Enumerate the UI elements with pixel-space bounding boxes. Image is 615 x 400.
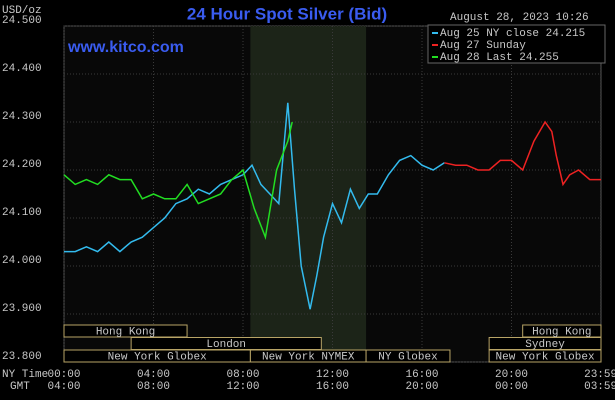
session-box bbox=[365, 349, 451, 363]
x-tick-label-gmt: 00:00 bbox=[495, 381, 528, 393]
y-tick-label: 24.300 bbox=[2, 111, 42, 123]
y-tick-label: 23.800 bbox=[2, 351, 42, 363]
session-label: Sydney bbox=[525, 339, 565, 351]
x-row-label: GMT bbox=[10, 381, 30, 393]
chart-title: 24 Hour Spot Silver (Bid) bbox=[187, 4, 387, 23]
session-box bbox=[63, 324, 188, 338]
y-tick-label: 24.500 bbox=[2, 15, 42, 27]
session-label: New York Globex bbox=[496, 351, 595, 363]
series-line bbox=[63, 121, 293, 241]
x-tick-label: 16:00 bbox=[405, 369, 438, 381]
x-tick-label-gmt: 08:00 bbox=[137, 381, 170, 393]
series-line bbox=[444, 120, 601, 187]
y-tick-label: 24.100 bbox=[2, 207, 42, 219]
x-tick-label-gmt: 04:00 bbox=[47, 381, 80, 393]
legend-label: Aug 28 Last 24.255 bbox=[440, 52, 559, 64]
x-tick-label-gmt: 20:00 bbox=[405, 381, 438, 393]
x-row-label: NY Time bbox=[2, 369, 48, 381]
x-tick-label: 23:59 bbox=[584, 369, 615, 381]
watermark: www.kitco.com bbox=[67, 39, 184, 56]
session-label: Hong Kong bbox=[96, 326, 155, 338]
x-tick-label-gmt: 12:00 bbox=[226, 381, 259, 393]
y-axis-label: USD/oz bbox=[2, 5, 42, 17]
x-tick-label-gmt: 03:59 bbox=[584, 381, 615, 393]
session-label: Hong Kong bbox=[532, 326, 591, 338]
x-tick-label-gmt: 16:00 bbox=[316, 381, 349, 393]
timestamp: August 28, 2023 10:26 bbox=[450, 12, 589, 24]
x-tick-label: 00:00 bbox=[47, 369, 80, 381]
x-tick-label: 04:00 bbox=[137, 369, 170, 381]
session-box bbox=[488, 349, 602, 363]
legend-box bbox=[427, 24, 606, 64]
session-label: NY Globex bbox=[378, 351, 438, 363]
x-tick-label: 08:00 bbox=[226, 369, 259, 381]
legend-label: Aug 25 NY close 24.215 bbox=[440, 28, 585, 40]
y-tick-label: 24.000 bbox=[2, 255, 42, 267]
x-tick-label: 12:00 bbox=[316, 369, 349, 381]
y-tick-label: 23.900 bbox=[2, 303, 42, 315]
y-tick-label: 24.400 bbox=[2, 63, 42, 75]
legend-label: Aug 27 Sunday bbox=[440, 40, 526, 52]
session-label: London bbox=[206, 339, 246, 351]
y-tick-label: 24.200 bbox=[2, 159, 42, 171]
series-line bbox=[64, 102, 445, 310]
session-label: New York NYMEX bbox=[262, 351, 355, 363]
x-tick-label: 20:00 bbox=[495, 369, 528, 381]
session-label: New York Globex bbox=[108, 351, 207, 363]
